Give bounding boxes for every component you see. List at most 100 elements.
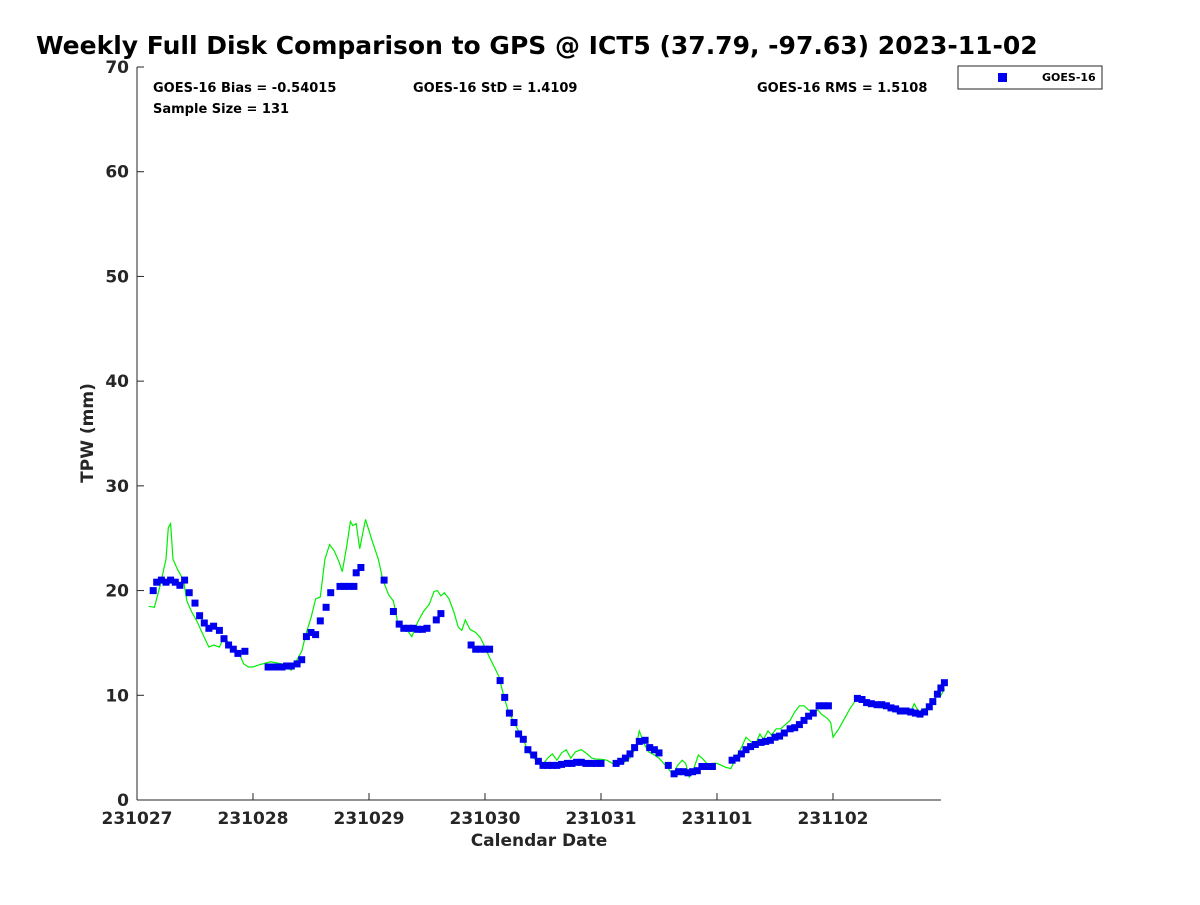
goes16-point xyxy=(395,620,403,628)
goes16-point xyxy=(467,641,475,649)
goes16-point xyxy=(693,767,701,775)
goes16-point xyxy=(776,732,784,740)
goes16-point xyxy=(892,705,900,713)
goes16-point xyxy=(933,690,941,698)
goes16-point xyxy=(902,707,910,715)
goes16-point xyxy=(220,635,228,643)
goes16-point xyxy=(234,649,242,657)
goes16-point xyxy=(352,569,360,577)
goes16-point xyxy=(577,758,585,766)
goes16-point xyxy=(162,578,170,586)
goes16-point xyxy=(519,735,527,743)
goes16-point xyxy=(592,759,600,767)
x-tick-label: 231102 xyxy=(798,809,869,829)
goes16-point xyxy=(582,759,590,767)
goes16-point xyxy=(486,645,494,653)
goes16-point xyxy=(617,757,625,765)
goes16-point xyxy=(215,626,223,634)
plot-axes xyxy=(136,67,941,801)
goes16-point xyxy=(597,759,605,767)
goes16-point xyxy=(293,660,301,668)
chart-title: Weekly Full Disk Comparison to GPS @ ICT… xyxy=(36,31,1038,60)
goes16-point xyxy=(287,662,295,670)
goes16-point xyxy=(341,582,349,590)
goes16-point xyxy=(708,763,716,770)
gps-series-line xyxy=(148,519,945,779)
goes16-point xyxy=(515,730,523,738)
goes16-point xyxy=(283,662,291,670)
goes16-point xyxy=(780,729,788,737)
goes16-point xyxy=(863,699,871,707)
rms-stat: GOES-16 RMS = 1.5108 xyxy=(757,81,927,96)
goes16-point xyxy=(505,709,513,717)
goes16-point xyxy=(181,576,189,584)
y-tick-label: 40 xyxy=(105,372,129,392)
goes16-point xyxy=(921,708,929,716)
goes16-point xyxy=(907,708,915,716)
goes16-point xyxy=(751,741,759,748)
x-ticks: 231027 231028 231029 231030 231031 231101 2311… xyxy=(102,793,869,829)
legend-label-goes16: GOES-16 xyxy=(1042,71,1096,84)
goes16-point xyxy=(573,758,581,766)
x-tick-label: 231028 xyxy=(218,809,289,829)
goes16-point xyxy=(568,759,576,767)
goes16-point xyxy=(278,663,286,671)
goes16-point xyxy=(766,736,774,744)
y-tick-label: 10 xyxy=(105,686,129,706)
goes16-point xyxy=(684,769,692,777)
goes16-point xyxy=(800,716,808,724)
goes16-point xyxy=(646,744,654,752)
goes16-point xyxy=(757,738,765,746)
x-tick-label: 231101 xyxy=(682,809,753,829)
goes16-point xyxy=(185,589,193,597)
goes16-point xyxy=(733,754,741,762)
goes16-point xyxy=(414,625,422,633)
goes16-point xyxy=(548,761,556,769)
goes16-point xyxy=(896,707,904,715)
goes16-point xyxy=(380,576,388,584)
goes16-point xyxy=(621,754,629,762)
goes16-point xyxy=(698,763,706,770)
goes16-point xyxy=(357,564,365,571)
y-tick-label: 60 xyxy=(105,163,129,183)
goes16-point xyxy=(558,760,566,768)
goes16-point xyxy=(336,582,344,590)
goes16-point xyxy=(873,701,881,709)
goes16-point xyxy=(229,645,237,653)
goes16-point xyxy=(345,582,353,590)
y-tick-label: 50 xyxy=(105,267,129,287)
goes16-point xyxy=(210,622,218,630)
goes16-point xyxy=(404,624,412,632)
goes16-point xyxy=(791,724,799,732)
goes16-point xyxy=(437,610,445,618)
goes16-point xyxy=(389,608,397,615)
goes16-point xyxy=(805,712,813,720)
goes16-point xyxy=(911,709,919,717)
goes16-point xyxy=(167,576,175,584)
goes16-point xyxy=(675,768,683,776)
goes16-point xyxy=(626,750,634,758)
goes16-point xyxy=(937,684,945,692)
goes16-point xyxy=(409,624,417,632)
goes16-point xyxy=(858,696,866,703)
x-tick-label: 231030 xyxy=(450,809,521,829)
goes16-point xyxy=(670,770,678,778)
goes16-point xyxy=(650,746,658,754)
goes16-point xyxy=(176,581,184,589)
goes16-point xyxy=(530,751,538,759)
goes16-point xyxy=(641,736,649,744)
goes16-point xyxy=(307,629,315,636)
goes16-point xyxy=(225,641,233,649)
goes16-point xyxy=(878,701,886,709)
y-axis-label: TPW (mm) xyxy=(78,383,98,483)
goes16-point xyxy=(762,737,770,745)
x-tick-label: 231029 xyxy=(334,809,405,829)
goes16-point xyxy=(771,733,779,741)
goes16-point xyxy=(815,702,823,710)
goes16-point xyxy=(524,746,532,754)
goes16-point xyxy=(312,631,320,639)
goes16-point xyxy=(553,761,561,769)
goes16-point xyxy=(544,761,552,769)
goes16-point xyxy=(655,749,663,757)
goes16-point xyxy=(322,603,330,611)
